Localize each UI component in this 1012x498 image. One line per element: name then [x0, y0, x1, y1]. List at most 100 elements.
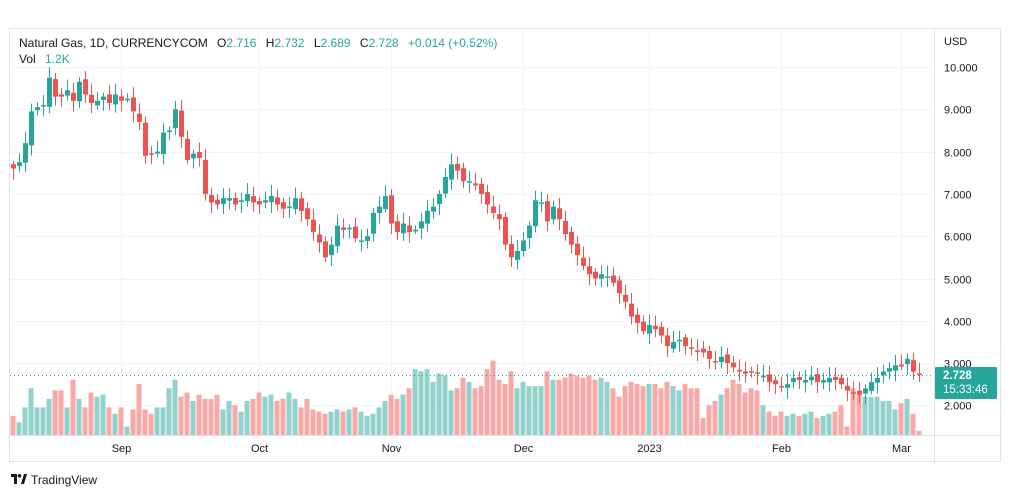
- volume-bar: [616, 396, 622, 435]
- candle-body: [377, 206, 382, 214]
- volume-bar: [478, 386, 484, 435]
- volume-bar: [856, 394, 862, 435]
- volume-bar: [376, 407, 382, 435]
- candle-body: [149, 153, 154, 155]
- volume-bar: [862, 396, 868, 435]
- chart-frame: [9, 28, 1001, 462]
- candle-body: [515, 251, 520, 260]
- candle-body: [389, 195, 394, 224]
- time-axis[interactable]: Sep Oct Nov Dec 2023 Feb Mar: [112, 443, 912, 455]
- volume-bar: [892, 409, 898, 435]
- volume-bar: [310, 409, 316, 435]
- volume-bar: [22, 407, 28, 435]
- volume-bar: [574, 375, 580, 435]
- price-tick-label: 7.000: [944, 190, 972, 202]
- volume-bar: [364, 415, 370, 435]
- candle-body: [167, 130, 172, 133]
- tradingview-brand[interactable]: TradingView: [11, 473, 97, 487]
- bar-countdown: 15:33:46: [943, 383, 988, 396]
- candle-body: [329, 244, 334, 256]
- candle-body: [11, 164, 16, 169]
- volume-bar: [706, 405, 712, 435]
- candle-body: [293, 198, 298, 210]
- volume-bar: [898, 403, 904, 435]
- candle-body: [71, 92, 76, 101]
- volume-bar: [160, 407, 166, 435]
- candle-body: [677, 339, 682, 342]
- candle-body: [275, 197, 280, 205]
- volume-label: Vol: [19, 52, 36, 66]
- volume-bar: [730, 379, 736, 435]
- volume-bar: [358, 411, 364, 435]
- candle-body: [437, 193, 442, 205]
- candle-body: [89, 94, 94, 103]
- candle-body: [143, 122, 148, 156]
- volume-bar: [118, 407, 124, 435]
- volume-bar: [226, 401, 232, 435]
- price-tick-label: 2.000: [944, 401, 972, 413]
- volume-bar: [208, 398, 214, 435]
- volume-bar: [286, 392, 292, 435]
- candle-body: [59, 94, 64, 97]
- volume-bar: [826, 413, 832, 435]
- time-tick-label: Feb: [772, 443, 791, 455]
- volume-bar: [166, 388, 172, 435]
- candle-body: [473, 183, 478, 186]
- volume-bar: [178, 396, 184, 435]
- volume-bar: [412, 369, 418, 435]
- volume-bar: [838, 405, 844, 435]
- candle-body: [887, 368, 892, 372]
- volume-bar: [538, 386, 544, 435]
- candle-body: [371, 212, 376, 234]
- last-price-badge: 2.728 15:33:46: [935, 366, 997, 399]
- volume-bar: [262, 396, 268, 435]
- candle-body: [881, 371, 886, 376]
- candle-body: [785, 384, 790, 388]
- time-tick-label: Sep: [112, 443, 132, 455]
- volume-bar: [124, 426, 130, 435]
- price-tick-label: 4.000: [944, 317, 972, 329]
- candle-body: [41, 105, 46, 107]
- candle-body: [605, 276, 610, 278]
- volume-bar: [256, 392, 262, 435]
- candle-body: [743, 371, 748, 374]
- volume-bar: [274, 401, 280, 435]
- volume-bar: [910, 413, 916, 435]
- candle-body: [539, 202, 544, 204]
- candle-body: [575, 243, 580, 256]
- candle-body: [689, 347, 694, 349]
- candle-body: [395, 221, 400, 232]
- candle-body: [215, 199, 220, 205]
- price-axis[interactable]: 10.0009.0008.0007.0006.0005.0004.0003.00…: [944, 63, 978, 413]
- volume-bar: [292, 398, 298, 435]
- volume-bar: [556, 379, 562, 435]
- candle-body: [725, 354, 730, 364]
- volume-bar: [382, 401, 388, 435]
- candle-body: [335, 225, 340, 247]
- volume-bar: [904, 398, 910, 435]
- volume-bar: [328, 411, 334, 435]
- candle-body: [623, 294, 628, 302]
- candle-body: [179, 110, 184, 137]
- volume-bar: [400, 394, 406, 435]
- volume-bar: [202, 398, 208, 435]
- candle-body: [641, 321, 646, 332]
- volume-row: Vol 1.2K: [19, 51, 497, 67]
- candle-body: [719, 356, 724, 363]
- candle-body: [407, 225, 412, 232]
- candle-body: [533, 200, 538, 227]
- price-tick-label: 6.000: [944, 232, 972, 244]
- volume-bar: [58, 390, 64, 435]
- volume-bar: [352, 407, 358, 435]
- chart-legend: Natural Gas, 1D, CURRENCYCOM O2.716 H2.7…: [19, 35, 497, 67]
- candle-body: [905, 358, 910, 365]
- volume-bar: [406, 388, 412, 435]
- symbol-title: Natural Gas, 1D, CURRENCYCOM: [19, 36, 208, 50]
- candle-body: [521, 240, 526, 252]
- volume-bar: [472, 388, 478, 435]
- volume-bar: [340, 411, 346, 435]
- volume-bar: [550, 379, 556, 435]
- volume-bar: [268, 394, 274, 435]
- last-price-value: 2.728: [943, 369, 972, 382]
